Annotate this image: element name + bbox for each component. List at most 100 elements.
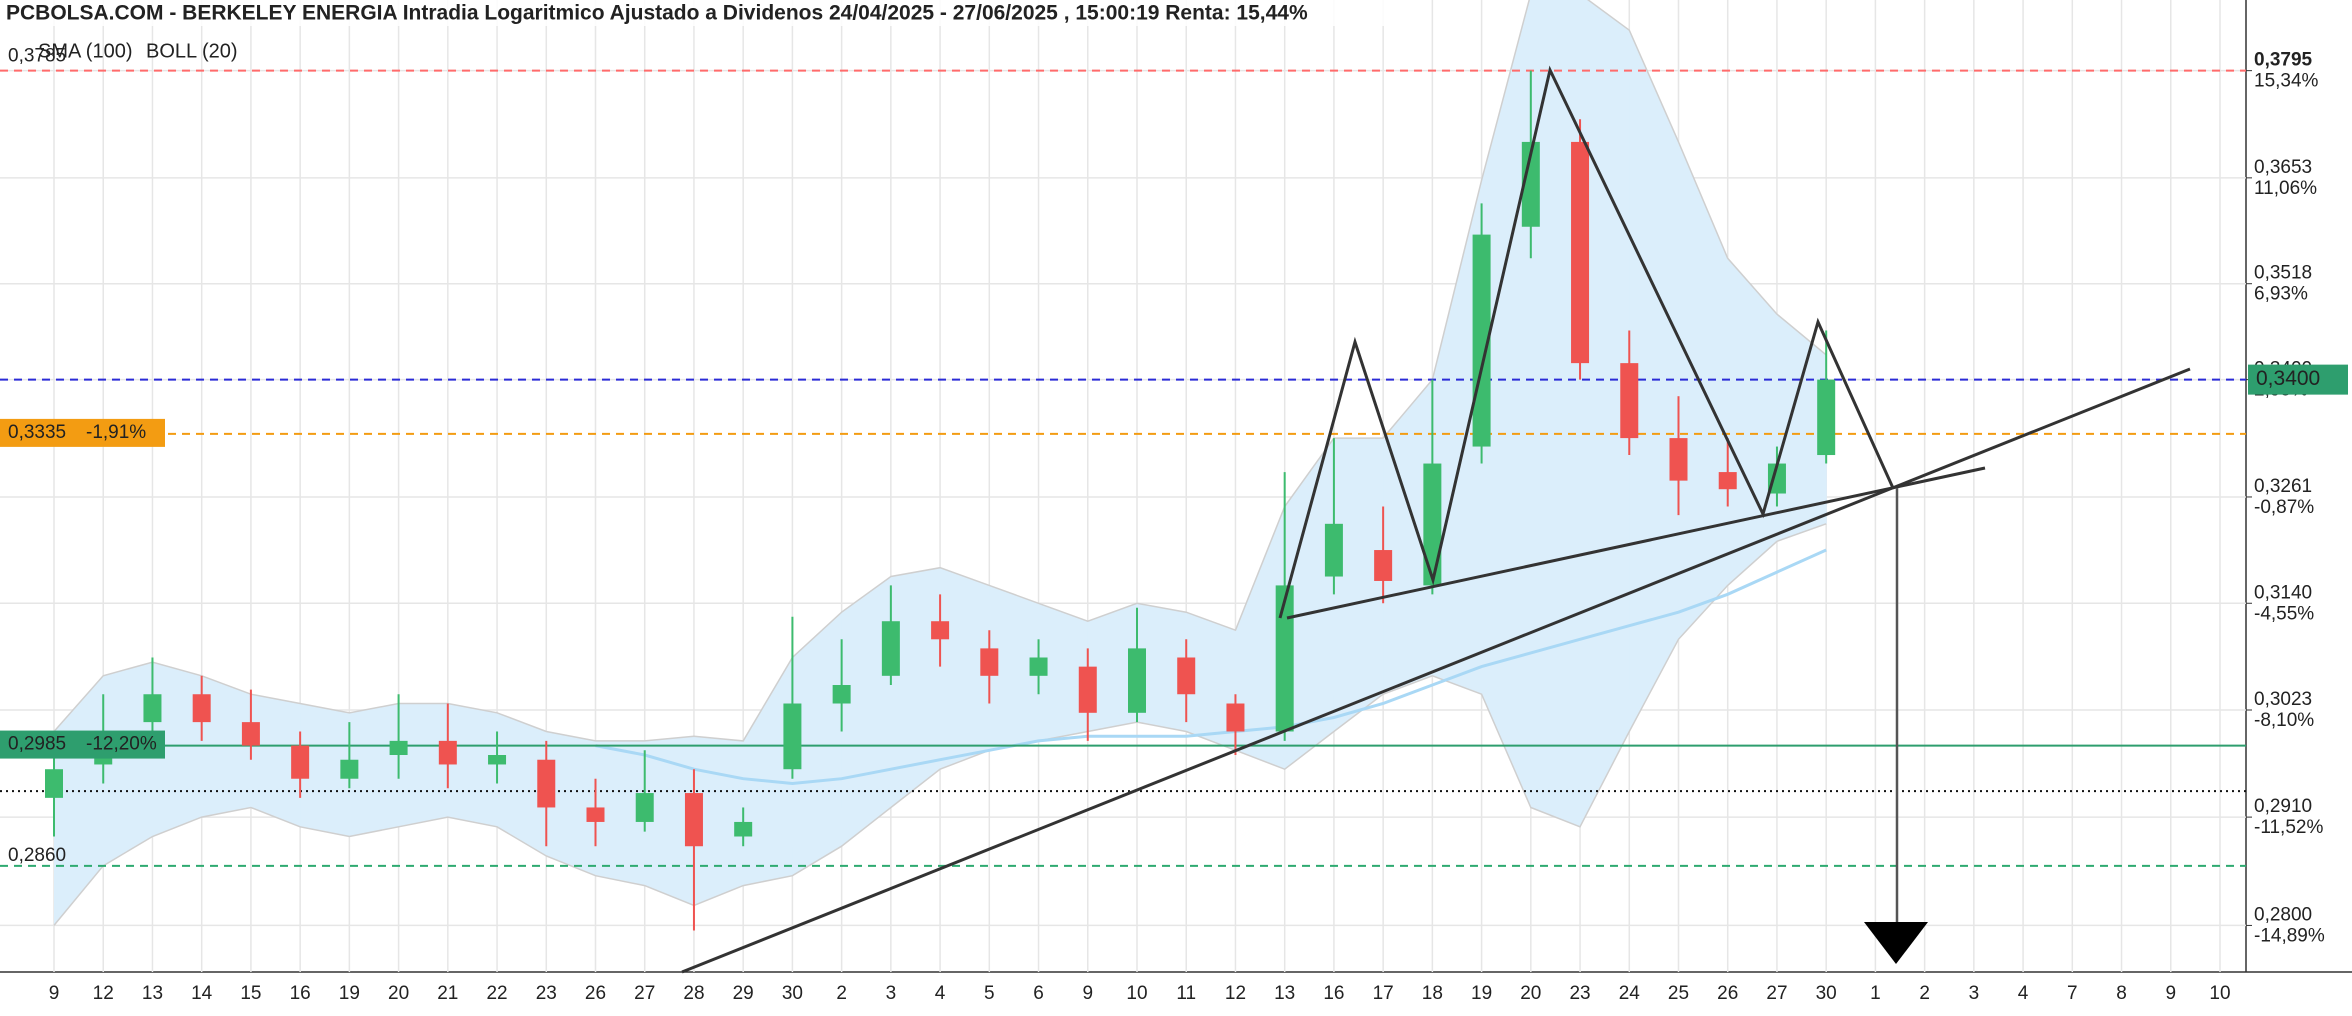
- pattern-annotations: [681, 65, 2191, 974]
- bollinger-band: [447, 703, 498, 827]
- x-tick-label: 5: [984, 983, 995, 1004]
- x-tick-label: 13: [142, 983, 163, 1004]
- x-tick-label: 9: [2165, 983, 2176, 1004]
- x-tick-label: 17: [1373, 983, 1394, 1004]
- x-tick-label: 4: [2018, 983, 2029, 1004]
- bollinger-band: [300, 703, 350, 837]
- bollinger-band: [1432, 180, 1483, 695]
- candle-body: [45, 769, 63, 798]
- candle-body: [1571, 141, 1590, 364]
- y-tick-label: 0,3518: [2254, 263, 2312, 284]
- x-tick-label: 11: [1176, 983, 1196, 1004]
- candle-body: [1620, 363, 1639, 439]
- y-tick-label: 0,2910: [2254, 796, 2312, 817]
- bollinger-band: [693, 736, 744, 906]
- x-tick-label: 19: [339, 983, 360, 1004]
- y-tick-change: -14,89%: [2254, 925, 2325, 946]
- bollinger-band: [890, 567, 941, 808]
- x-tick-label: 25: [1668, 983, 1689, 1004]
- x-tick-label: 26: [585, 983, 606, 1004]
- x-tick-label: 27: [634, 983, 655, 1004]
- y-tick-change: -11,52%: [2254, 817, 2323, 838]
- candle-body: [291, 745, 310, 779]
- candle-body: [1374, 550, 1393, 581]
- bollinger-band: [250, 694, 301, 827]
- bollinger-band: [1137, 603, 1187, 732]
- x-tick-label: 7: [2067, 983, 2078, 1004]
- x-tick-label: 22: [486, 983, 507, 1004]
- last-price-box: [2248, 364, 2348, 395]
- bollinger-band: [1284, 438, 1335, 770]
- bollinger-band: [841, 576, 892, 847]
- reference-label: 0,3335: [8, 422, 66, 443]
- reference-label: 0,3785: [8, 46, 66, 67]
- bollinger-band: [1333, 438, 1384, 732]
- bollinger-band: [1629, 30, 1680, 732]
- y-tick-change: -0,87%: [2254, 497, 2314, 518]
- x-tick-label: 16: [290, 983, 311, 1004]
- y-tick-change: 11,06%: [2254, 178, 2317, 199]
- reference-change: -1,91%: [86, 422, 146, 443]
- bollinger-band: [595, 740, 646, 886]
- x-tick-label: 9: [49, 983, 60, 1004]
- bollinger-band: [152, 662, 203, 837]
- candle-body: [1521, 141, 1540, 227]
- candle-body: [980, 648, 999, 676]
- bollinger-band: [1580, 0, 1630, 827]
- x-tick-label: 2: [836, 983, 847, 1004]
- x-tick-label: 18: [1422, 983, 1443, 1004]
- plot-over: 9 12 13 14 15 16 19 20 21 22 23 26 27 28 29 30 2 3 4 5 6 9 10 1…: [0, 40, 2348, 1004]
- x-tick-label: 16: [1323, 983, 1344, 1004]
- target-arrowhead: [1864, 922, 1928, 964]
- x-tick-label: 24: [1619, 983, 1641, 1004]
- x-tick-label: 4: [935, 983, 946, 1004]
- candle-body: [1817, 379, 1836, 456]
- x-tick-label: 20: [1520, 983, 1541, 1004]
- x-tick-label: 27: [1766, 983, 1787, 1004]
- bollinger-band: [1038, 603, 1089, 741]
- candle-body: [684, 793, 703, 847]
- x-tick-label: 29: [733, 983, 754, 1004]
- candle-body: [832, 685, 851, 704]
- bollinger-band: [1186, 612, 1237, 751]
- bollinger-band: [398, 703, 449, 827]
- bollinger-band: [940, 567, 990, 770]
- x-tick-label: 30: [1816, 983, 1837, 1004]
- bollinger-band: [349, 703, 400, 837]
- candle-body: [1324, 523, 1343, 577]
- y-tick-change: -8,10%: [2254, 710, 2314, 731]
- x-tick-label: 12: [93, 983, 114, 1004]
- candle-body: [1078, 666, 1097, 713]
- candle-body: [192, 694, 211, 723]
- candle-body: [1423, 463, 1442, 586]
- x-tick-label: 8: [2116, 983, 2127, 1004]
- x-tick-label: 10: [1126, 983, 1147, 1004]
- candle-body: [1718, 472, 1737, 490]
- bollinger-band: [743, 657, 794, 886]
- bollinger-band: [497, 712, 547, 857]
- bollinger-band: [644, 736, 695, 906]
- bollinger-band: [1235, 506, 1286, 770]
- x-tick-label: 1: [1870, 983, 1881, 1004]
- candle-body: [389, 740, 408, 756]
- candle-body: [1029, 657, 1048, 676]
- candle-body: [931, 621, 950, 640]
- bollinger-band: [792, 612, 843, 876]
- chart-title: PCBOLSA.COM - BERKELEY ENERGIA Intradia …: [6, 2, 1308, 25]
- bollinger-band: [1530, 0, 1581, 827]
- x-tick-label: 2: [1919, 983, 1930, 1004]
- candle-body: [1226, 703, 1245, 732]
- candle-body: [1177, 657, 1196, 695]
- candle-body: [488, 755, 507, 765]
- neckline: [1286, 466, 1986, 620]
- sma-line: [595, 548, 1827, 786]
- reference-label: 0,2860: [8, 845, 66, 866]
- candle-body: [1275, 585, 1294, 732]
- legend-entry: SMA (100): [38, 40, 132, 62]
- y-tick-label: 0,3140: [2254, 582, 2312, 603]
- plot-marks: [45, 70, 1836, 931]
- bollinger-band: [1383, 379, 1433, 695]
